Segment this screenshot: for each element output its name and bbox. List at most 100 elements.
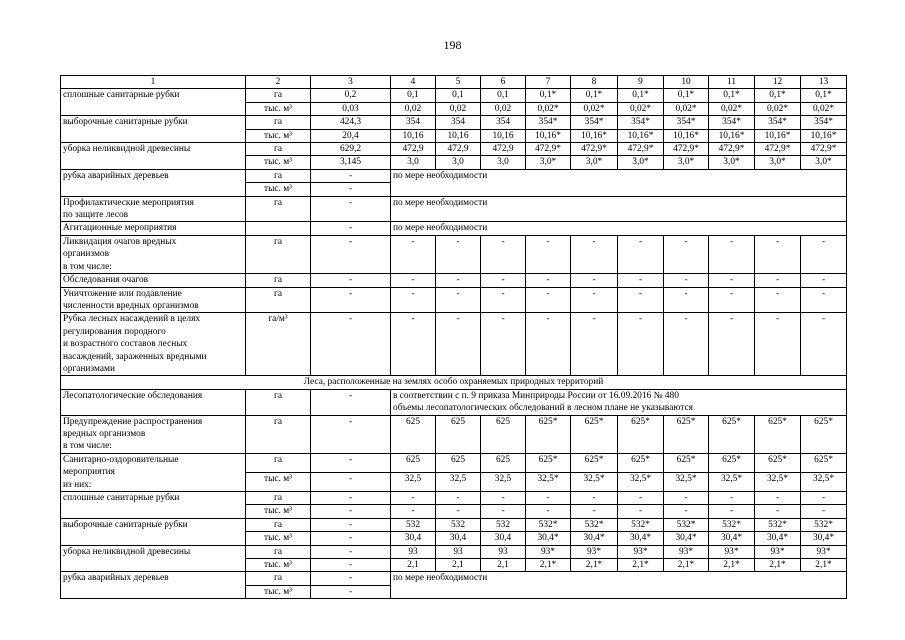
table-row: сплошные санитарные рубки га - - - - - - - - - - - <box>60 490 847 519</box>
activity-label: Ликвидация очагов вредных организмов в т… <box>60 234 246 275</box>
value-cell: - <box>708 234 755 275</box>
unit-cell: тыс. м³ <box>245 101 311 117</box>
value-cell: - <box>570 273 618 288</box>
value-cell: - <box>480 490 526 506</box>
value-cell: 2,1* <box>525 558 571 573</box>
value-cell: 10,16* <box>617 128 664 144</box>
value-cell: 0,1 <box>480 88 526 103</box>
table-row: рубка аварийных деревьев га - по мере необх… <box>60 571 847 600</box>
value-cell: - <box>525 312 571 377</box>
value-cell: 10,16* <box>525 128 571 144</box>
unit-cell: тыс. м³ <box>245 584 311 600</box>
value-cell: 532 <box>435 517 481 533</box>
value-cell: 354* <box>663 115 709 130</box>
column-number-header: 2 <box>245 74 311 90</box>
activity-label: сплошные санитарные рубки <box>60 88 246 117</box>
note-cell: по мере необходимости <box>390 221 847 236</box>
value-cell: 2,1 <box>435 558 481 573</box>
column-number-header: 10 <box>663 74 709 90</box>
value-cell: - <box>310 388 391 416</box>
unit-cell: га <box>245 544 311 560</box>
value-cell: 93* <box>617 544 664 560</box>
value-cell: 30,4 <box>435 531 481 546</box>
value-cell: 354* <box>800 115 847 130</box>
value-cell: - <box>480 286 526 314</box>
value-cell: 0,02* <box>617 101 664 117</box>
unit-cell: га <box>245 517 311 533</box>
value-cell: - <box>525 273 571 288</box>
value-cell: - <box>663 504 709 519</box>
value-cell: 625* <box>570 414 618 454</box>
value-cell: 354* <box>525 115 571 130</box>
value-cell: 93* <box>708 544 755 560</box>
value-cell: 10,16* <box>800 128 847 144</box>
value-cell: - <box>617 273 664 288</box>
value-cell: 2,1* <box>617 558 664 573</box>
table-row: уборка неликвидной древесины га -93 93 93 93*… <box>60 544 847 573</box>
note-cell: в соответствии с п. 9 приказа Минприроды… <box>390 388 847 416</box>
value-cell: 472,9* <box>708 142 755 157</box>
value-cell: - <box>754 504 801 519</box>
value-cell: - <box>800 273 847 288</box>
unit-cell: тыс. м³ <box>245 531 311 546</box>
value-cell: 354* <box>708 115 755 130</box>
value-cell: 3,0 <box>480 155 526 170</box>
value-cell: 625* <box>663 452 709 473</box>
value-cell: 472,9 <box>390 142 436 157</box>
value-cell: - <box>310 452 391 473</box>
note-cell: по мере необходимости <box>390 195 847 223</box>
value-cell: - <box>570 312 618 377</box>
value-cell: - <box>480 312 526 377</box>
value-cell: 2,1 <box>390 558 436 573</box>
value-cell: - <box>310 312 391 377</box>
value-cell: 93* <box>754 544 801 560</box>
value-cell: 10,16 <box>480 128 526 144</box>
value-cell: - <box>800 504 847 519</box>
value-cell: - <box>390 273 436 288</box>
value-cell: 532* <box>570 517 618 533</box>
value-cell: 30,4* <box>708 531 755 546</box>
value-cell: 354* <box>617 115 664 130</box>
value-cell: 30,4* <box>570 531 618 546</box>
value-cell: - <box>310 544 391 560</box>
value-cell: - <box>435 286 481 314</box>
value-cell: 0,03 <box>310 101 391 117</box>
value-cell: 2,1* <box>754 558 801 573</box>
value-cell: - <box>390 312 436 377</box>
value-cell: 0,02* <box>754 101 801 117</box>
value-cell: - <box>800 286 847 314</box>
unit-cell: га <box>245 168 311 184</box>
value-cell: 472,9 <box>435 142 481 157</box>
value-cell: 10,16* <box>663 128 709 144</box>
value-cell: 32,5* <box>617 471 664 493</box>
activity-label: рубка аварийных деревьев <box>60 571 246 600</box>
table-row: тыс. м³ -2,1 2,1 2,1 2,1* 2,1* 2,1* 2,1* 2,1* 2,1… <box>61 558 847 573</box>
unit-cell: тыс. м³ <box>245 558 311 573</box>
table-row: тыс. м³ - <box>61 182 847 197</box>
value-cell: - <box>310 221 391 236</box>
value-cell: 30,4* <box>800 531 847 546</box>
value-cell: 93* <box>525 544 571 560</box>
value-cell: - <box>390 490 436 506</box>
activity-label: рубка аварийных деревьев <box>60 168 246 197</box>
forest-protection-table: 1 2 3 4 5 6 7 8 9 10 11 12 13 сплошные санитарные руб… <box>60 74 847 600</box>
value-cell: 2,1 <box>480 558 526 573</box>
value-cell: - <box>663 490 709 506</box>
value-cell: 32,5* <box>570 471 618 493</box>
unit-cell: тыс. м³ <box>245 471 311 493</box>
value-cell: 354 <box>390 115 436 130</box>
value-cell: - <box>390 504 436 519</box>
value-cell: 2,1* <box>800 558 847 573</box>
activity-label: Лесопатологические обследования <box>60 388 246 416</box>
table-row: Обследования очагов га - - - - - - - - - - - <box>60 273 847 288</box>
table-row: Ликвидация очагов вредных организмов в т… <box>60 234 847 275</box>
column-number-header: 8 <box>570 74 618 90</box>
table-row: Рубка лесных насаждений в целях регулиро… <box>60 312 847 377</box>
value-cell: 0,2 <box>310 88 391 103</box>
value-cell: - <box>435 490 481 506</box>
unit-cell: тыс. м³ <box>245 155 311 170</box>
table-row: выборочные санитарные рубки га 424,3 354 354… <box>60 115 847 144</box>
value-cell: 625 <box>480 452 526 473</box>
value-cell: 472,9* <box>800 142 847 157</box>
value-cell: 93 <box>390 544 436 560</box>
